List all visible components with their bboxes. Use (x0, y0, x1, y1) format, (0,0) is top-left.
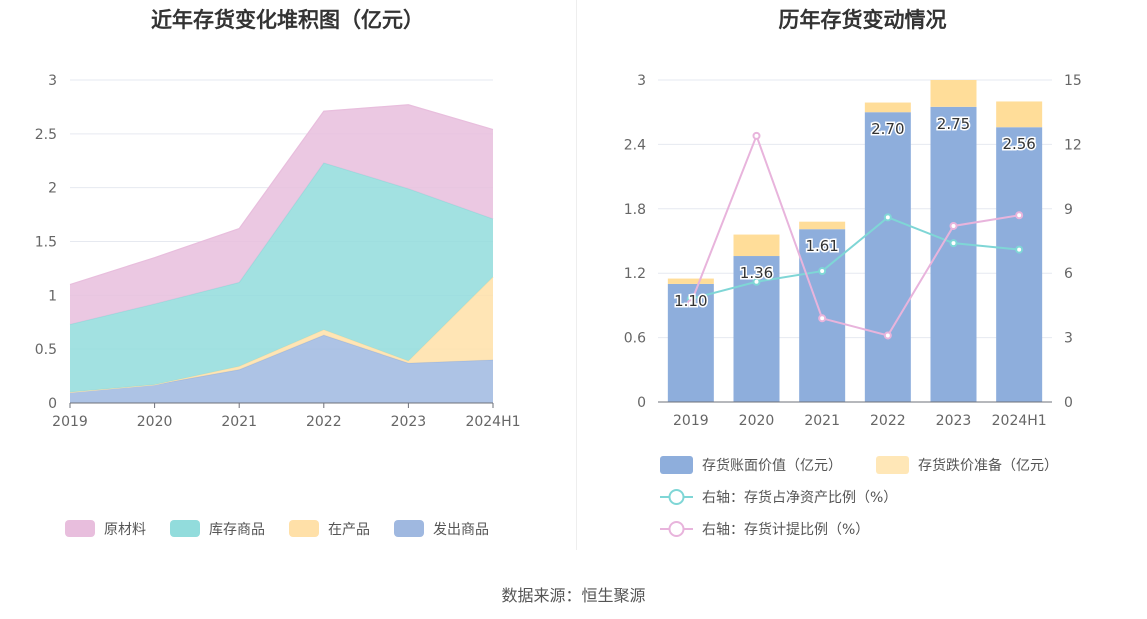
bar-impairment-reserve (733, 234, 780, 257)
left-y-tick-label: 1 (48, 288, 57, 304)
bar-impairment-reserve (864, 102, 911, 113)
left-y-tick-label: 3 (48, 73, 57, 89)
bar-book-value (996, 127, 1043, 402)
right-y-tick-label: 0 (637, 395, 646, 411)
right-y2-tick-label: 9 (1064, 202, 1073, 218)
left-y-tick-label: 1.5 (35, 235, 57, 251)
left-legend-swatch (394, 520, 424, 537)
left-x-tick-label: 2021 (221, 414, 257, 430)
right-legend-label: 右轴：存货占净资产比例（%） (702, 489, 897, 506)
left-x-tick-label: 2019 (52, 414, 88, 430)
right-legend-label: 存货跌价准备（亿元） (918, 457, 1058, 474)
left-x-tick-label: 2020 (137, 414, 173, 430)
bar-book-value (864, 112, 911, 402)
area-series-库存商品 (70, 162, 493, 393)
line-series-1 (689, 132, 1020, 337)
bar-impairment-reserve (930, 80, 977, 107)
panel-divider (576, 0, 577, 550)
left-x-tick-label: 2023 (391, 414, 427, 430)
left-y-tick-label: 2.5 (35, 127, 57, 143)
left-legend-label: 库存商品 (209, 522, 265, 538)
right-y2-tick-label: 12 (1064, 137, 1082, 153)
line-point (949, 239, 958, 248)
line-point (949, 221, 958, 230)
stacked-area-chart-panel: 近年存货变化堆积图（亿元） 0 0.5 1 1.5 2 2.5 3 2019 2020 2021 2… (0, 0, 575, 560)
line-point (1015, 211, 1024, 220)
right-legend-marker (668, 521, 685, 537)
right-y-tick-label: 0.6 (624, 331, 646, 347)
bar-impairment-reserve (996, 101, 1043, 128)
left-x-tick-label: 2022 (306, 414, 342, 430)
left-legend-swatch (170, 520, 200, 537)
right-x-tick-label: 2020 (739, 413, 775, 429)
bar-impairment-reserve (799, 221, 846, 230)
right-x-tick-label: 2022 (870, 413, 906, 429)
bar-value-label: 2.75 (937, 115, 970, 133)
right-legend-marker (668, 489, 685, 505)
line-point (883, 331, 892, 340)
right-chart-title: 历年存货变动情况 (778, 8, 947, 32)
right-legend-label: 右轴：存货计提比例（%） (702, 521, 869, 538)
area-series-发出商品 (70, 335, 493, 403)
left-x-tick-label: 2024H1 (465, 414, 520, 430)
line-series-0 (690, 216, 1020, 300)
right-x-tick-label: 2023 (936, 413, 972, 429)
right-y-tick-label: 1.2 (624, 266, 646, 282)
right-y2-tick-label: 15 (1064, 73, 1082, 89)
right-legend-swatch (660, 456, 693, 474)
right-y-tick-label: 3 (637, 73, 646, 89)
right-x-tick-label: 2021 (804, 413, 840, 429)
area-edge-原材料 (69, 104, 494, 286)
bar-line-chart: 0 0.6 1.2 1.8 2.4 3 0 3 6 9 12 15 1.10 1.36 1.61 2.70 2.… (624, 73, 1082, 538)
bar-impairment-reserve (667, 278, 714, 284)
data-source-note: 数据来源：恒生聚源 (501, 586, 646, 605)
line-point (686, 299, 695, 308)
right-legend-swatch (876, 456, 909, 474)
left-legend-label: 在产品 (328, 522, 370, 538)
line-point (752, 131, 761, 140)
right-y2-tick-label: 0 (1064, 395, 1073, 411)
left-chart-title: 近年存货变化堆积图（亿元） (151, 8, 424, 32)
right-legend-label: 存货账面价值（亿元） (702, 457, 842, 474)
right-x-tick-label: 2024H1 (992, 413, 1047, 429)
left-legend-swatch (65, 520, 95, 537)
left-legend-label: 原材料 (104, 522, 146, 538)
line-point (818, 314, 827, 323)
right-y-tick-label: 2.4 (624, 137, 646, 153)
bar-line-chart-panel: 历年存货变动情况 0 0.6 1.2 1.8 2.4 3 0 3 6 9 12 15 1.10 1.36 1… (578, 0, 1147, 560)
left-y-tick-label: 0.5 (35, 342, 57, 358)
line-point (818, 267, 827, 276)
right-x-tick-label: 2019 (673, 413, 709, 429)
area-series-原材料 (70, 104, 493, 325)
bar-value-label: 1.36 (740, 264, 773, 282)
left-y-tick-label: 2 (48, 181, 57, 197)
bar-value-label: 1.61 (805, 237, 838, 255)
bar-value-label: 1.10 (674, 292, 707, 310)
left-legend-swatch (289, 520, 319, 537)
left-legend-label: 发出商品 (433, 522, 489, 538)
line-point (883, 213, 892, 222)
bar-value-label: 2.56 (1002, 135, 1035, 153)
line-point (1015, 245, 1024, 254)
bar-book-value (930, 106, 977, 402)
left-y-tick-label: 0 (48, 396, 57, 412)
right-y-tick-label: 1.8 (624, 202, 646, 218)
line-point (752, 277, 761, 286)
right-y2-tick-label: 3 (1064, 331, 1073, 347)
bar-value-label: 2.70 (871, 120, 904, 138)
right-y2-tick-label: 6 (1064, 266, 1073, 282)
stacked-area-chart: 0 0.5 1 1.5 2 2.5 3 2019 2020 2021 2022 2023 2024H1 原… (35, 73, 521, 538)
